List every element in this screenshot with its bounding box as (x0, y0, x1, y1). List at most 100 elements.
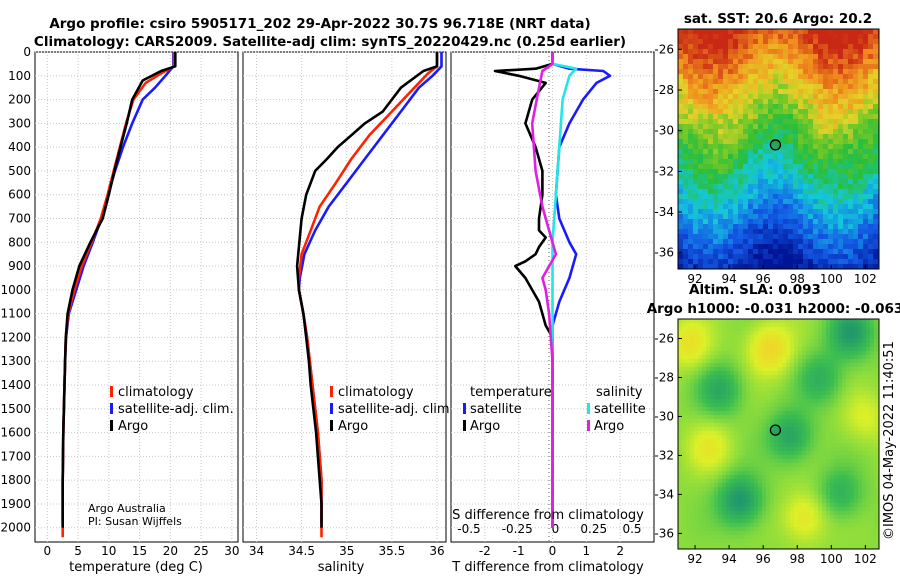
sla-cell (866, 343, 870, 347)
sla-cell (734, 511, 738, 515)
sst-cell (728, 234, 733, 239)
sla-cell (722, 399, 726, 403)
sst-cell (873, 229, 878, 234)
sst-cell (778, 219, 783, 224)
sst-cell (778, 259, 783, 264)
sla-cell (838, 519, 842, 523)
sst-cell (683, 144, 688, 149)
sst-cell (773, 234, 778, 239)
sst-cell (738, 159, 743, 164)
sst-cell (848, 244, 853, 249)
sla-cell (766, 335, 770, 339)
sst-cell (788, 104, 793, 109)
sst-cell (698, 74, 703, 79)
sla-cell (742, 523, 746, 527)
sla-cell (854, 375, 858, 379)
sla-cell (702, 335, 706, 339)
sst-cell (848, 239, 853, 244)
sla-cell (758, 491, 762, 495)
sla-cell (870, 515, 874, 519)
sla-cell (802, 495, 806, 499)
sst-cell (808, 209, 813, 214)
sla-cell (750, 387, 754, 391)
sst-cell (798, 84, 803, 89)
sst-cell (788, 44, 793, 49)
sla-cell (730, 319, 734, 323)
sla-cell (794, 355, 798, 359)
sla-cell (766, 499, 770, 503)
sst-cell (688, 134, 693, 139)
sst-cell (753, 29, 758, 34)
sla-cell (822, 463, 826, 467)
sst-cell (783, 69, 788, 74)
sla-cell (682, 363, 686, 367)
sst-cell (788, 89, 793, 94)
sst-cell (683, 114, 688, 119)
sla-cell (726, 515, 730, 519)
sla-cell (710, 351, 714, 355)
sla-cell (810, 535, 814, 539)
sla-cell (858, 371, 862, 375)
sla-cell (794, 463, 798, 467)
sst-cell (838, 244, 843, 249)
sst-cell (808, 259, 813, 264)
sla-cell (738, 427, 742, 431)
sst-cell (838, 134, 843, 139)
sst-cell (813, 69, 818, 74)
sla-cell (830, 427, 834, 431)
sla-cell (694, 463, 698, 467)
sst-cell (773, 59, 778, 64)
sst-cell (698, 244, 703, 249)
sla-cell (750, 471, 754, 475)
sla-cell (846, 447, 850, 451)
sla-cell (794, 339, 798, 343)
sla-cell (810, 451, 814, 455)
sla-cell (746, 515, 750, 519)
sla-cell (862, 507, 866, 511)
sla-cell (726, 439, 730, 443)
sst-cell (823, 199, 828, 204)
sst-cell (728, 114, 733, 119)
sst-cell (743, 139, 748, 144)
sla-cell (802, 387, 806, 391)
sla-cell (838, 327, 842, 331)
sla-cell (794, 387, 798, 391)
sla-cell (818, 319, 822, 323)
sst-cell (773, 149, 778, 154)
sst-cell (723, 159, 728, 164)
sla-cell (694, 403, 698, 407)
sla-cell (822, 439, 826, 443)
sst-cell (798, 134, 803, 139)
sst-cell (833, 59, 838, 64)
sst-cell (808, 114, 813, 119)
sla-cell (858, 379, 862, 383)
sst-cell (708, 39, 713, 44)
sla-cell (834, 475, 838, 479)
sst-cell (818, 249, 823, 254)
sla-cell (786, 395, 790, 399)
sla-cell (778, 487, 782, 491)
sla-cell (750, 531, 754, 535)
sla-cell (758, 395, 762, 399)
sla-cell (778, 495, 782, 499)
sla-cell (866, 483, 870, 487)
sst-cell (703, 54, 708, 59)
sla-cell (842, 387, 846, 391)
sst-cell (773, 204, 778, 209)
sst-cell (798, 89, 803, 94)
sst-cell (853, 204, 858, 209)
sst-cell (823, 54, 828, 59)
sla-cell (738, 495, 742, 499)
sst-cell (858, 164, 863, 169)
sla-cell (854, 519, 858, 523)
sla-cell (798, 355, 802, 359)
sla-cell (678, 463, 682, 467)
sla-cell (862, 427, 866, 431)
sla-cell (758, 447, 762, 451)
sla-cell (846, 351, 850, 355)
sla-cell (774, 447, 778, 451)
sla-cell (754, 359, 758, 363)
sst-cell (868, 254, 873, 259)
legend-climatology-swatch (110, 386, 113, 397)
sla-cell (874, 403, 878, 407)
